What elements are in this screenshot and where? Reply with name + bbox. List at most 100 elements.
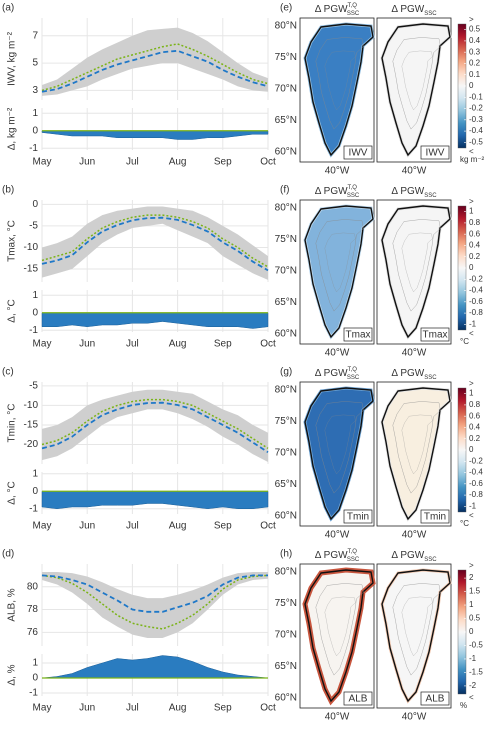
colorbar-tick-label: 0.5 bbox=[469, 25, 481, 34]
y-tick-label: -15 bbox=[24, 420, 39, 431]
title-subscript: SSC bbox=[424, 557, 437, 563]
colorbar-tick-label: 0.4 bbox=[469, 423, 481, 432]
variable-label: IWV bbox=[349, 148, 368, 159]
colorbar-tick-label: 0.2 bbox=[469, 434, 481, 443]
map-title: Δ PGWT,Q SSC bbox=[315, 367, 360, 381]
latitude-label: 60°N bbox=[275, 693, 297, 704]
contour bbox=[392, 583, 441, 676]
latitude-label: 60°N bbox=[275, 511, 297, 522]
colorbar-tick-label: -0.8 bbox=[469, 490, 483, 499]
spread-band bbox=[42, 389, 268, 463]
variable-label: IWV bbox=[426, 148, 445, 159]
x-tick-label: Aug bbox=[169, 339, 187, 350]
title-subscript: SSC bbox=[347, 11, 360, 17]
colorbar-under: < bbox=[469, 511, 474, 520]
variable-box bbox=[420, 691, 450, 706]
latitude-label: 70°N bbox=[275, 84, 297, 95]
latitude-label: 80°N bbox=[275, 385, 297, 396]
map-title: Δ PGWSSC bbox=[391, 368, 437, 381]
y-tick-label: 3 bbox=[32, 85, 38, 96]
y-tick-label: -15 bbox=[24, 264, 39, 275]
x-tick-label: Jun bbox=[79, 703, 95, 714]
contour bbox=[401, 596, 433, 657]
latitude-label: 80°N bbox=[275, 203, 297, 214]
colorbar-tick-label: -1 bbox=[469, 501, 477, 510]
title-text: Δ PGW bbox=[315, 186, 348, 197]
longitude-label: 40°W bbox=[325, 530, 350, 541]
longitude-label: 40°W bbox=[325, 166, 350, 177]
y-tick-label: 80 bbox=[27, 581, 39, 592]
x-tick-label: Oct bbox=[260, 703, 276, 714]
colorbar-tick-label: 0.2 bbox=[469, 59, 481, 68]
latitude-label: 65°N bbox=[275, 297, 297, 308]
series-line bbox=[41, 398, 269, 450]
colorbar-tick-label: -0.4 bbox=[469, 468, 483, 477]
x-tick-label: Aug bbox=[169, 521, 187, 532]
variable-box bbox=[420, 509, 450, 524]
y-axis-title: Δ, kg m⁻² bbox=[7, 107, 18, 150]
greenland bbox=[380, 386, 452, 522]
colorbar-tick-label: 1.5 bbox=[469, 587, 481, 596]
x-tick-label: Jul bbox=[126, 157, 139, 168]
contour bbox=[315, 401, 364, 494]
variable-label: Tmax bbox=[346, 330, 371, 341]
y-axis-title: Δ, % bbox=[7, 664, 18, 685]
contour bbox=[324, 50, 356, 111]
title-subscript: SSC bbox=[347, 375, 360, 381]
greenland bbox=[303, 204, 375, 340]
title-subscript: SSC bbox=[424, 193, 437, 199]
colorbar-tick-label: -1 bbox=[469, 319, 477, 328]
coastline bbox=[304, 569, 374, 703]
contour bbox=[401, 232, 433, 293]
latitude-label: 65°N bbox=[275, 115, 297, 126]
colorbar-tick-label: 0.4 bbox=[469, 36, 481, 45]
longitude-label: 40°W bbox=[325, 348, 350, 359]
map-title: Δ PGWT,Q SSC bbox=[315, 549, 360, 563]
colorbar-tick-label: -0.5 bbox=[469, 641, 483, 650]
y-tick-label: -5 bbox=[29, 221, 38, 232]
x-tick-label: Aug bbox=[169, 157, 187, 168]
colorbar-tick-label: 0 bbox=[469, 263, 474, 272]
colorbar-unit: % bbox=[460, 701, 467, 710]
colorbar-unit: kg m⁻² bbox=[460, 155, 485, 164]
latitude-label: 60°N bbox=[275, 329, 297, 340]
map-title: Δ PGWSSC bbox=[391, 550, 437, 563]
greenland bbox=[303, 386, 375, 522]
colorbar-over: > bbox=[469, 15, 474, 24]
map-title: Δ PGWSSC bbox=[391, 186, 437, 199]
latitude-label: 80°N bbox=[275, 567, 297, 578]
x-tick-label: Jul bbox=[126, 339, 139, 350]
variable-label: Tmin bbox=[347, 512, 369, 523]
colorbar-tick-label: -0.3 bbox=[469, 115, 483, 124]
x-tick-label: Jun bbox=[79, 157, 95, 168]
latitude-label: 70°N bbox=[275, 266, 297, 277]
colorbar-tick-label: 0.6 bbox=[469, 411, 481, 420]
colorbar-tick-label: 0.2 bbox=[469, 252, 481, 261]
title-text: Δ PGW bbox=[315, 4, 348, 15]
x-tick-label: Jul bbox=[126, 521, 139, 532]
greenland bbox=[303, 22, 375, 158]
longitude-label: 40°W bbox=[402, 530, 427, 541]
x-tick-label: Oct bbox=[260, 157, 276, 168]
y-tick-label: 1 bbox=[32, 658, 38, 669]
series-line bbox=[41, 43, 269, 92]
coastline bbox=[304, 205, 374, 339]
contour bbox=[324, 596, 356, 657]
latitude-label: 80°N bbox=[275, 21, 297, 32]
contour bbox=[392, 219, 441, 312]
colorbar-tick-label: 0 bbox=[469, 445, 474, 454]
variable-box bbox=[343, 327, 373, 342]
latitude-label: 70°N bbox=[275, 630, 297, 641]
colorbar-tick-label: 0.8 bbox=[469, 218, 481, 227]
colorbar-tick-label: 0.6 bbox=[469, 229, 481, 238]
contour bbox=[401, 414, 433, 475]
contour bbox=[324, 414, 356, 475]
variable-label: Tmax bbox=[423, 330, 448, 341]
difference-area bbox=[41, 130, 269, 140]
title-text: Δ PGW bbox=[315, 368, 348, 379]
x-tick-label: Aug bbox=[169, 703, 187, 714]
x-tick-label: Jun bbox=[79, 339, 95, 350]
colorbar-over: > bbox=[469, 561, 474, 570]
y-tick-label: -1 bbox=[29, 325, 38, 336]
spread-band bbox=[42, 27, 268, 96]
